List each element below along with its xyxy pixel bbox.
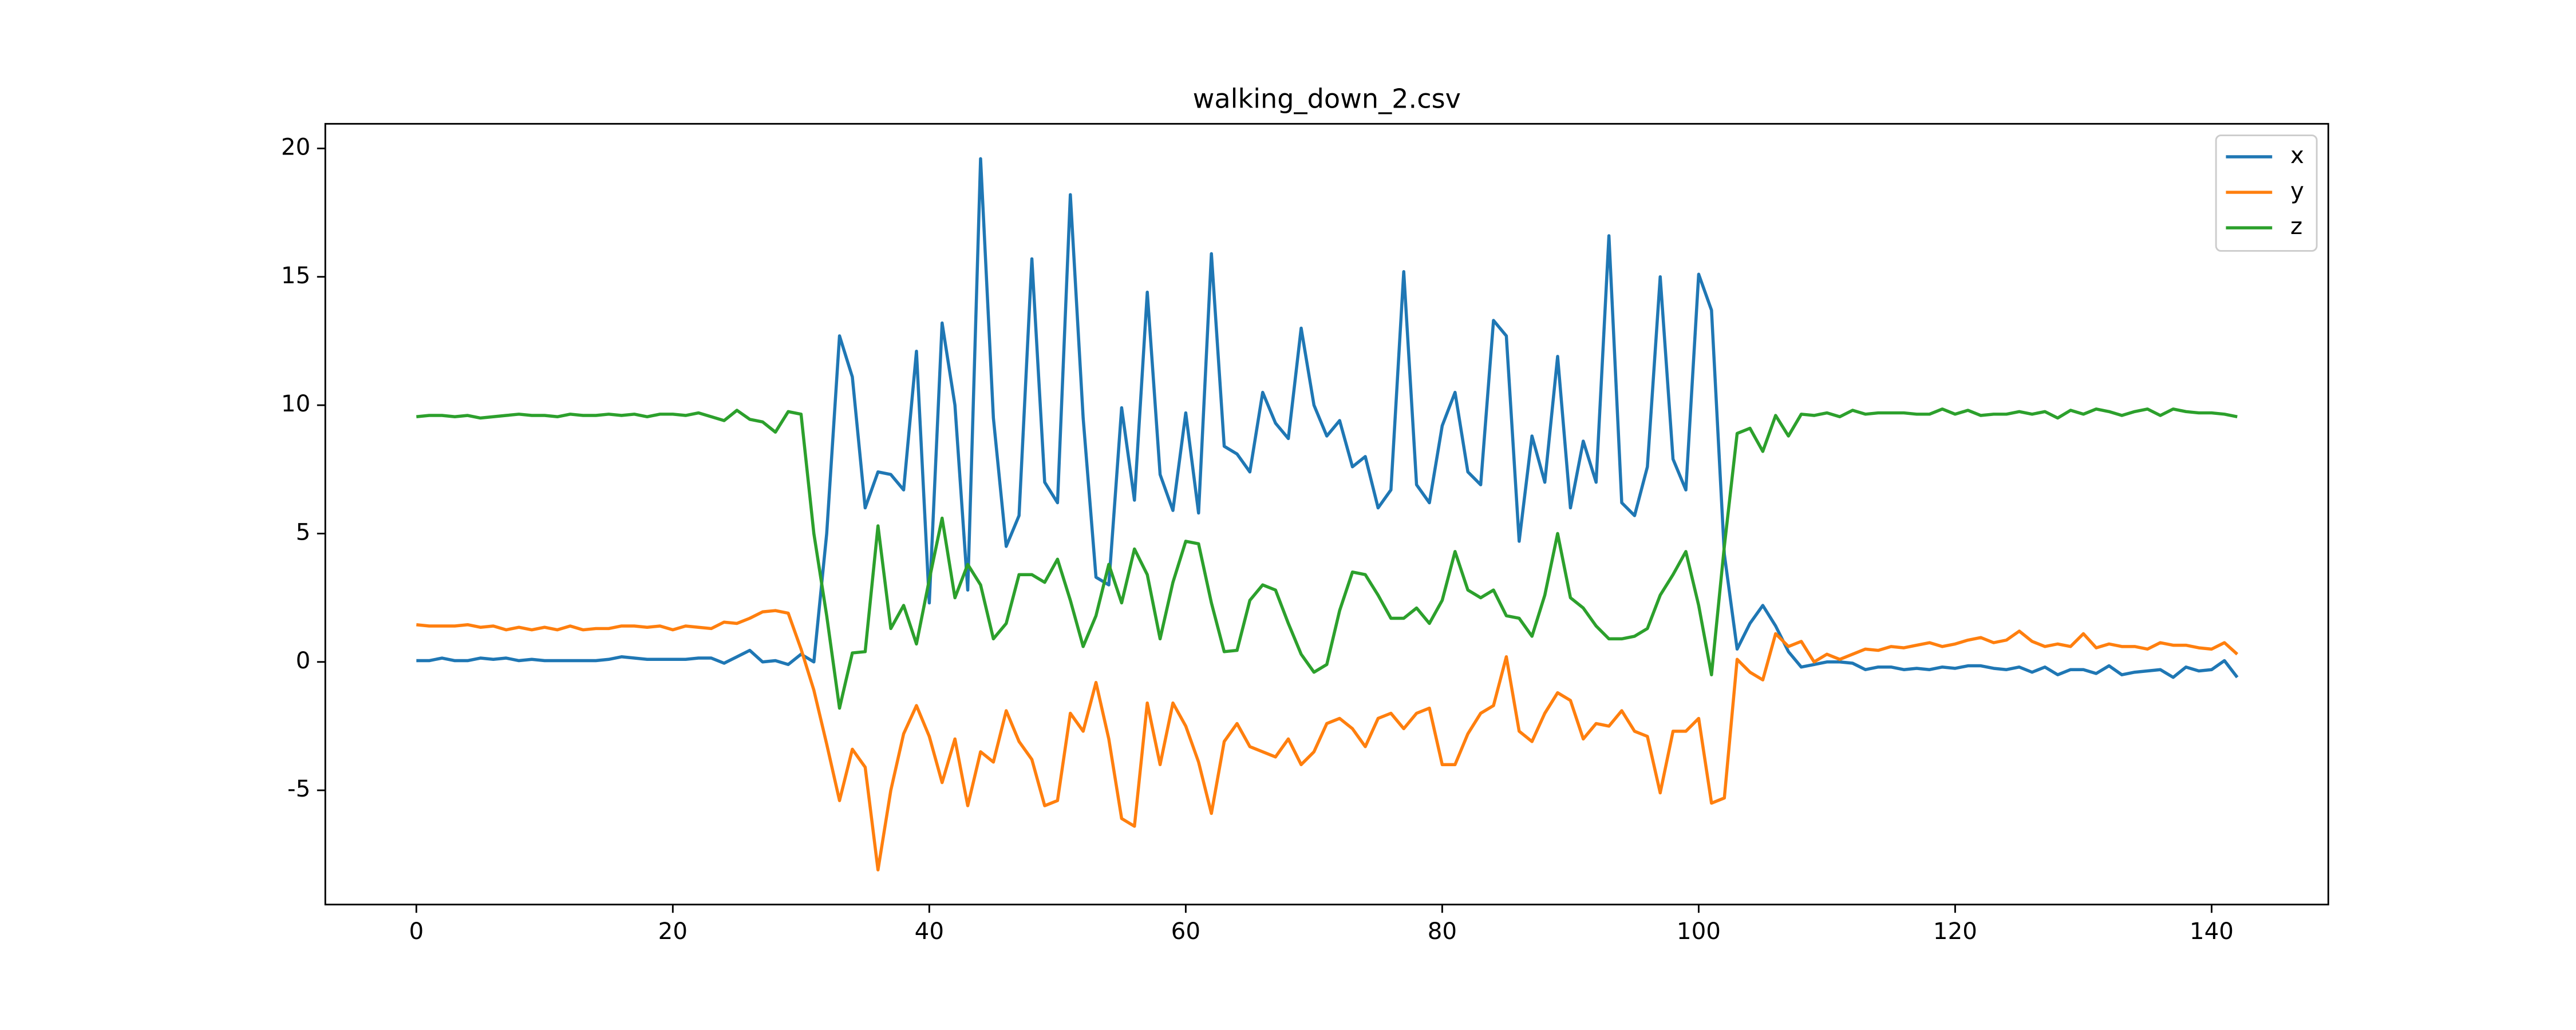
x-tick-label: 40	[915, 918, 944, 945]
y-tick-label: 5	[296, 518, 311, 545]
y-tick-label: -5	[287, 775, 310, 802]
data-line	[416, 609, 2239, 871]
legend-label: x	[2290, 142, 2304, 169]
chart-title: walking_down_2.csv	[1193, 83, 1461, 114]
plot-frame	[324, 122, 2329, 906]
data-line	[416, 407, 2238, 710]
x-tick-label: 60	[1171, 918, 1200, 945]
y-tick-label: 10	[281, 390, 310, 417]
x-tick-label: 120	[1933, 918, 1977, 945]
x-tick-label: 0	[409, 918, 424, 945]
x-tick-label: 140	[2190, 918, 2234, 945]
legend-label: z	[2290, 213, 2302, 240]
x-tick-label: 100	[1677, 918, 1721, 945]
data-line	[416, 157, 2239, 679]
y-tick-label: 0	[296, 647, 311, 674]
y-tick-label: 15	[281, 262, 310, 289]
legend-label: y	[2290, 177, 2304, 204]
y-tick-label: 20	[281, 133, 310, 160]
x-tick-label: 80	[1428, 918, 1457, 945]
x-tick-label: 20	[658, 918, 688, 945]
legend: xyz	[2215, 134, 2318, 252]
